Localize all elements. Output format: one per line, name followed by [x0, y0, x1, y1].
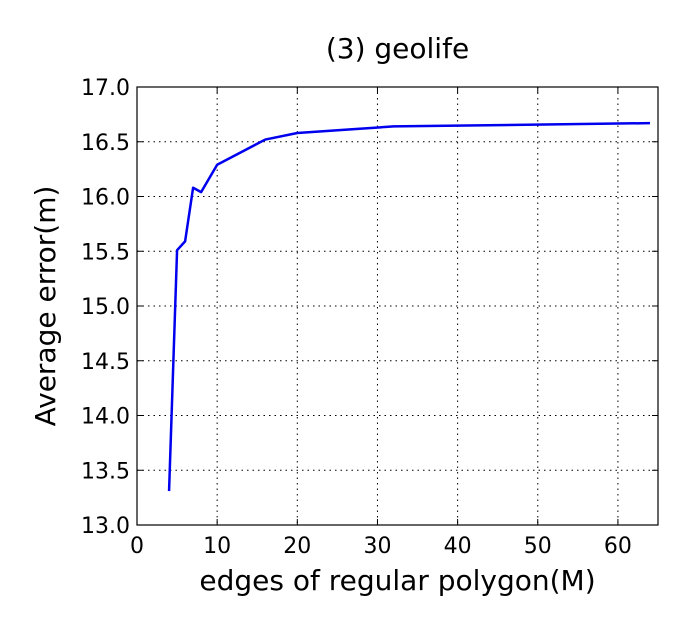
chart-title: (3) geolife	[326, 32, 469, 65]
series-line	[167, 121, 650, 492]
y-tick-label: 16.0	[81, 186, 130, 211]
y-tick-label: 13.5	[81, 459, 130, 484]
x-tick-label: 0	[130, 534, 144, 559]
x-axis-label: edges of regular polygon(M)	[199, 564, 595, 597]
y-tick-label: 14.5	[81, 350, 130, 375]
y-tick-label: 14.0	[81, 405, 130, 430]
x-tick-label: 20	[283, 534, 311, 559]
y-tick-label: 16.5	[81, 131, 130, 156]
x-tick-label: 50	[524, 534, 552, 559]
grid	[137, 87, 658, 525]
y-tick-label: 15.0	[81, 295, 130, 320]
y-tick-label: 17.0	[81, 76, 130, 101]
y-tick-label: 13.0	[81, 514, 130, 539]
series-layer	[167, 121, 650, 492]
x-tick-label: 10	[203, 534, 231, 559]
x-tick-label: 60	[604, 534, 632, 559]
y-tick-label: 15.5	[81, 240, 130, 265]
x-tick-label: 30	[363, 534, 391, 559]
x-tick-label: 40	[444, 534, 472, 559]
ticks: 0 10 20 30 40 50 60 13.0 13.5 14.0 14.5 15.0 15.5 16.…	[81, 76, 658, 559]
y-axis-label: Average error(m)	[29, 186, 62, 427]
